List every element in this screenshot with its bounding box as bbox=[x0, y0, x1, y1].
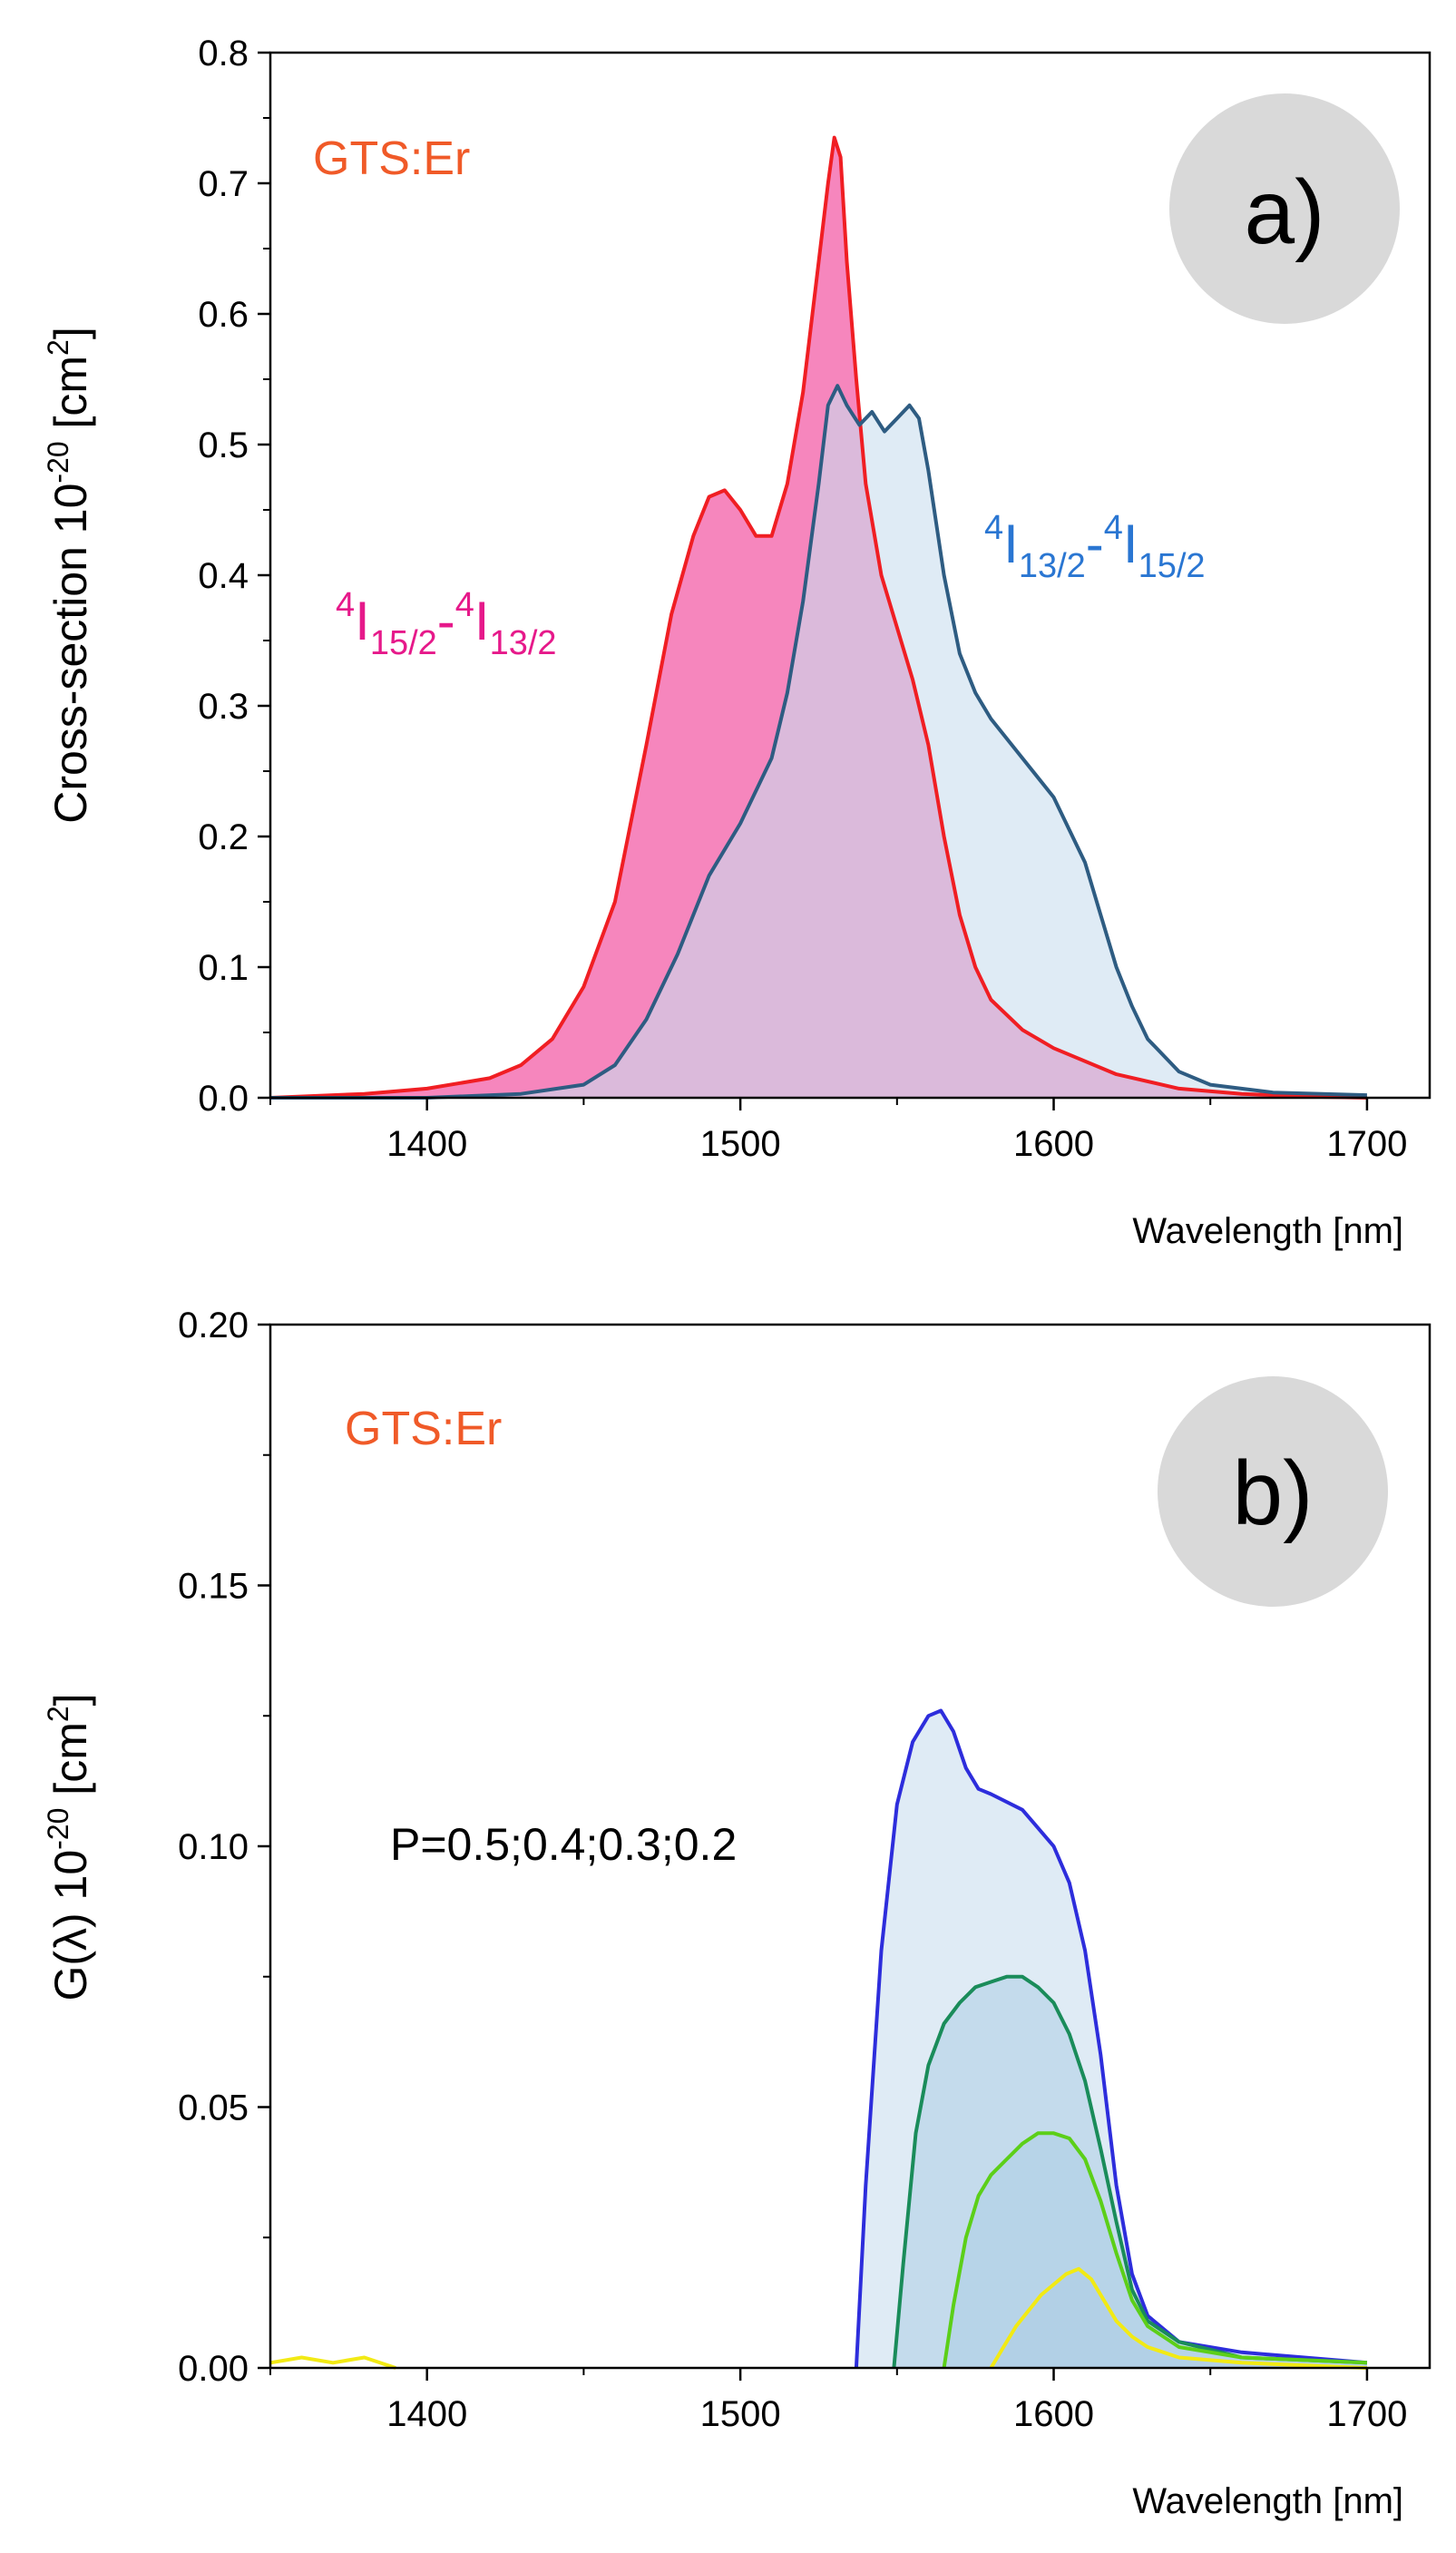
y-tick-label: 0.20 bbox=[178, 1306, 249, 1345]
label-main: I bbox=[355, 591, 370, 651]
series-line-1 bbox=[270, 384, 1367, 1100]
y-tick-label: 0.3 bbox=[198, 687, 249, 727]
x-tick-label: 1700 bbox=[1326, 1124, 1407, 1164]
y-tick-label: 0.5 bbox=[198, 426, 249, 465]
panel-label: b) bbox=[1233, 1443, 1314, 1544]
panel-b: 1400 1500 1600 1700 0.00 0.05 0.10 0.15 0.20 Wave… bbox=[42, 1306, 1432, 2521]
series-line-1 bbox=[892, 1974, 1367, 2369]
y-tick-label: 0.0 bbox=[198, 1079, 249, 1119]
y-axis-label: G(λ) 10-20 [cm2] bbox=[42, 1693, 96, 2000]
x-tick-label: 1700 bbox=[1326, 2394, 1407, 2434]
y-tick-label: 0.10 bbox=[178, 1827, 249, 1867]
y-axis-label-unit-exponent: 2 bbox=[42, 339, 74, 356]
panel-badge bbox=[1169, 93, 1400, 324]
label-dash: - bbox=[1086, 514, 1104, 574]
series-line-0 bbox=[269, 135, 1367, 1100]
y-tick-label: 0.15 bbox=[178, 1567, 249, 1607]
y-axis-label-base: G(λ) 10 bbox=[45, 1850, 96, 2001]
y-axis-label-unit-close: ] bbox=[45, 1693, 96, 1706]
y-tick-label: 0.8 bbox=[198, 34, 249, 73]
pump-annotation: P=0.5;0.4;0.3;0.2 bbox=[390, 1819, 737, 1870]
x-tick-label: 1600 bbox=[1013, 1124, 1094, 1164]
y-axis-label-exponent: -20 bbox=[42, 1808, 74, 1850]
y-tick-label: 0.4 bbox=[198, 556, 249, 596]
series-area-1 bbox=[270, 386, 1367, 1098]
sample-label: GTS:Er bbox=[313, 132, 470, 185]
panel-badge bbox=[1158, 1376, 1388, 1607]
y-axis-label-exponent: -20 bbox=[42, 441, 74, 483]
label-sup: 4 bbox=[984, 509, 1003, 547]
series-label-0: 4I15/2-4I13/2 bbox=[336, 586, 557, 662]
y-axis-label-unit: [cm bbox=[45, 356, 96, 441]
y-tick-label: 0.1 bbox=[198, 948, 249, 988]
label-sub: 15/2 bbox=[370, 624, 437, 662]
y-axis-label-unit-close: ] bbox=[45, 327, 96, 339]
sample-label: GTS:Er bbox=[345, 1403, 502, 1455]
x-tick-label: 1500 bbox=[700, 1124, 781, 1164]
y-axis-label-unit-exponent: 2 bbox=[42, 1706, 74, 1722]
label-main: I bbox=[1003, 514, 1019, 574]
x-axis-label: Wavelength [nm] bbox=[1132, 2481, 1403, 2521]
panel-label: a) bbox=[1245, 161, 1325, 263]
x-tick-label: 1400 bbox=[386, 1124, 467, 1164]
label-dash: - bbox=[437, 591, 455, 651]
series-line-0 bbox=[854, 1708, 1368, 2369]
y-tick-label: 0.05 bbox=[178, 2088, 249, 2128]
series-area-3 bbox=[991, 2268, 1367, 2368]
y-axis-label-base: Cross-section 10 bbox=[45, 484, 96, 824]
x-tick-label: 1600 bbox=[1013, 2394, 1094, 2434]
label-sub: 15/2 bbox=[1138, 547, 1206, 585]
series-line-4 bbox=[269, 2355, 396, 2370]
x-tick-label: 1400 bbox=[386, 2394, 467, 2434]
series-area-2 bbox=[943, 2133, 1367, 2368]
label-main: I bbox=[474, 591, 490, 651]
y-tick-label: 0.00 bbox=[178, 2349, 249, 2389]
series-label-1: 4I13/2-4I15/2 bbox=[984, 509, 1206, 585]
y-axis-label-unit: [cm bbox=[45, 1722, 96, 1807]
label-sup: 4 bbox=[1104, 509, 1123, 547]
label-sub: 13/2 bbox=[490, 624, 557, 662]
label-sup: 4 bbox=[336, 586, 355, 624]
series-area-1 bbox=[894, 1976, 1367, 2368]
panel-a: 1400 1500 1600 1700 0.0 0.1 0.2 0.3 0.4 0.5 0.6 0.7… bbox=[42, 34, 1432, 1251]
y-tick-label: 0.2 bbox=[198, 817, 249, 857]
series-line-3 bbox=[989, 2266, 1367, 2370]
label-sub: 13/2 bbox=[1019, 547, 1086, 585]
label-main: I bbox=[1123, 514, 1138, 574]
y-tick-label: 0.7 bbox=[198, 164, 249, 204]
y-tick-label: 0.6 bbox=[198, 295, 249, 335]
x-tick-label: 1500 bbox=[700, 2394, 781, 2434]
y-axis-label: Cross-section 10-20 [cm2] bbox=[42, 327, 96, 824]
label-sup: 4 bbox=[455, 586, 474, 624]
x-axis-label: Wavelength [nm] bbox=[1132, 1211, 1403, 1251]
series-line-2 bbox=[942, 2131, 1367, 2369]
